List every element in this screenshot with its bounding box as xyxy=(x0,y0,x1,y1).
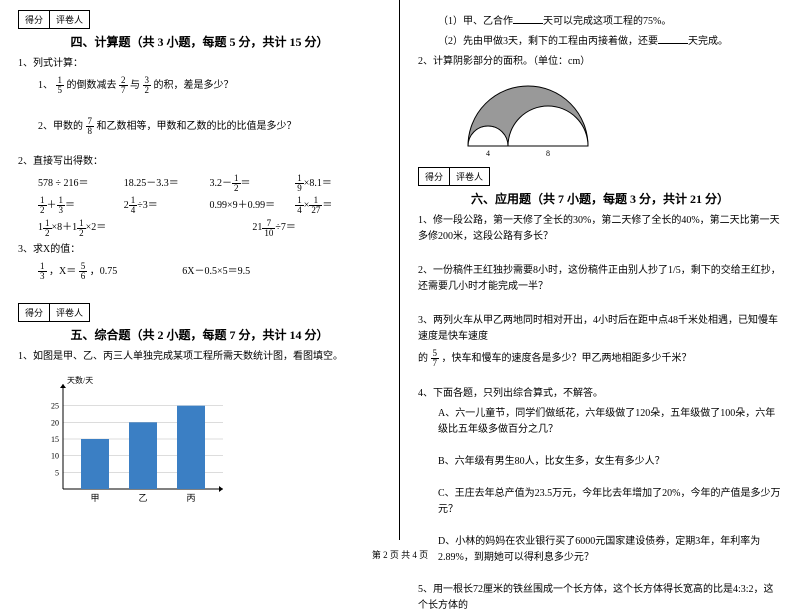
fraction: 15 xyxy=(56,76,65,95)
grader-label: 评卷人 xyxy=(50,304,89,321)
svg-text:丙: 丙 xyxy=(186,493,195,503)
left-column: 得分 评卷人 四、计算题（共 3 小题，每题 5 分，共计 15 分） 1、列式… xyxy=(0,0,400,540)
fraction: 57 xyxy=(431,349,440,368)
text: 的倒数减去 xyxy=(67,80,117,91)
q4-3-head: 3、求X的值： xyxy=(18,242,381,258)
svg-text:天数/天: 天数/天 xyxy=(67,375,93,385)
svg-text:15: 15 xyxy=(51,435,59,444)
q6-3: 3、两列火车从甲乙两地同时相对开出，4小时后在距中点48千米处相遇，已知慢车速度… xyxy=(418,313,782,345)
calc-cell: 12＋13＝ xyxy=(38,196,124,215)
svg-text:25: 25 xyxy=(51,401,59,410)
svg-text:乙: 乙 xyxy=(138,493,147,503)
text: 2、甲数的 xyxy=(38,121,83,132)
calc-row: 578 ÷ 216＝ 18.25－3.3＝ 3.2－12＝ 19×8.1＝ xyxy=(38,174,381,193)
calc-cell: 21710÷7＝ xyxy=(252,218,338,237)
q6-3b: 的 57 ，快车和慢车的速度各是多少？甲乙两地相距多少千米？ xyxy=(418,349,782,368)
text: 1、 xyxy=(38,80,53,91)
q4-1-2: 2、甲数的 78 和乙数相等，甲数和乙数的比的比值是多少？ xyxy=(18,117,381,136)
score-label: 得分 xyxy=(19,11,50,28)
fraction: 13 xyxy=(38,262,47,281)
section-5-title: 五、综合题（共 2 小题，每题 7 分，共计 14 分） xyxy=(18,326,381,343)
q4-2-head: 2、直接写出得数： xyxy=(18,154,381,170)
calc-cell: 14×127＝ xyxy=(295,196,381,215)
score-box: 得分 评卷人 xyxy=(18,303,90,322)
fraction: 32 xyxy=(143,76,152,95)
score-box: 得分 评卷人 xyxy=(18,10,90,29)
text: ，0.75 xyxy=(90,265,118,276)
calc-cell: 19×8.1＝ xyxy=(295,174,381,193)
fraction: 78 xyxy=(86,117,95,136)
calc-cell: 578 ÷ 216＝ xyxy=(38,174,124,193)
q4-1-1: 1、 15 的倒数减去 27 与 32 的积，差是多少？ xyxy=(18,76,381,95)
blank xyxy=(658,34,688,44)
text: 与 xyxy=(130,80,140,91)
q5-1-1: （1）甲、乙合作 天可以完成这项工程的75%。 xyxy=(418,14,782,30)
text: 和乙数相等，甲数和乙数的比的比值是多少？ xyxy=(97,121,297,132)
q6-4a: A、六一儿童节，同学们做纸花，六年级做了120朵，五年级做了100朵，六年级比五… xyxy=(418,406,782,438)
text: 3、两列火车从甲乙两地同时相对开出，4小时后在距中点48千米处相遇，已知慢车速度… xyxy=(418,315,778,342)
calc-row: 12＋13＝ 214÷3＝ 0.99×9＋0.99＝ 14×127＝ xyxy=(38,196,381,215)
calc-cell: 0.99×9＋0.99＝ xyxy=(210,196,296,215)
calc-cell: 112×8＋112×2＝ xyxy=(38,218,167,237)
text: 天可以完成这项工程的75%。 xyxy=(543,16,671,27)
blank xyxy=(513,14,543,24)
page-footer: 第 2 页 共 4 页 xyxy=(0,548,800,561)
svg-text:4: 4 xyxy=(486,149,490,156)
q6-4: 4、下面各题，只列出综合算式，不解答。 xyxy=(418,386,782,402)
q6-2: 2、一份稿件王红独抄需要8小时，这份稿件正由别人抄了1/5，剩下的交给王红抄，还… xyxy=(418,263,782,295)
text: （1）甲、乙合作 xyxy=(438,16,513,27)
score-box: 得分 评卷人 xyxy=(418,167,490,186)
section-6-title: 六、应用题（共 7 小题，每题 3 分，共计 21 分） xyxy=(418,190,782,207)
q5-2-head: 2、计算阴影部分的面积。（单位：cm） xyxy=(418,54,782,70)
arc-figure: 48 xyxy=(438,76,618,159)
q4-3-content: 13 ，X＝ 56 ，0.75 6X－0.5×5＝9.5 xyxy=(18,262,381,281)
q4-1-head: 1、列式计算： xyxy=(18,56,381,72)
svg-text:10: 10 xyxy=(51,451,59,460)
bar-chart: 5 10 15 20 25 天数/天甲 乙 丙 xyxy=(28,369,248,509)
score-label: 得分 xyxy=(19,304,50,321)
calc-cell: 214÷3＝ xyxy=(124,196,210,215)
calc-grid: 578 ÷ 216＝ 18.25－3.3＝ 3.2－12＝ 19×8.1＝ 12… xyxy=(18,174,381,238)
score-label: 得分 xyxy=(419,168,450,185)
calc-row: 112×8＋112×2＝ 21710÷7＝ xyxy=(38,218,381,237)
q6-5: 5、用一根长72厘米的铁丝围成一个长方体，这个长方体得长宽高的比是4:3:2，这… xyxy=(418,582,782,614)
q6-4c: C、王庄去年总产值为23.5万元，今年比去年增加了20%，今年的产值是多少万元？ xyxy=(418,486,782,518)
section-4-title: 四、计算题（共 3 小题，每题 5 分，共计 15 分） xyxy=(18,33,381,50)
right-column: （1）甲、乙合作 天可以完成这项工程的75%。 （2）先由甲做3天，剩下的工程由丙… xyxy=(400,0,800,540)
text: 的积，差是多少？ xyxy=(154,80,234,91)
svg-text:5: 5 xyxy=(55,468,59,477)
svg-text:20: 20 xyxy=(51,418,59,427)
text: ，X＝ xyxy=(49,265,76,276)
q5-1: 1、如图是甲、乙、丙三人单独完成某项工程所需天数统计图，看图填空。 xyxy=(18,349,381,365)
q6-1: 1、修一段公路，第一天修了全长的30%，第二天修了全长的40%，第二天比第一天多… xyxy=(418,213,782,245)
grader-label: 评卷人 xyxy=(450,168,489,185)
text: 的 xyxy=(418,353,428,364)
svg-text:8: 8 xyxy=(546,149,550,156)
text: 天完成。 xyxy=(688,36,728,47)
text: 6X－0.5×5＝9.5 xyxy=(182,265,250,276)
text: ，快车和慢车的速度各是多少？甲乙两地相距多少千米？ xyxy=(442,353,692,364)
fraction: 27 xyxy=(119,76,128,95)
svg-text:甲: 甲 xyxy=(90,493,99,503)
q6-4b: B、六年级有男生80人，比女生多，女生有多少人？ xyxy=(418,454,782,470)
fraction: 56 xyxy=(79,262,88,281)
grader-label: 评卷人 xyxy=(50,11,89,28)
text: （2）先由甲做3天，剩下的工程由丙接着做，还要 xyxy=(438,36,658,47)
calc-cell: 3.2－12＝ xyxy=(210,174,296,193)
calc-cell: 18.25－3.3＝ xyxy=(124,174,210,193)
q5-1-2: （2）先由甲做3天，剩下的工程由丙接着做，还要 天完成。 xyxy=(418,34,782,50)
